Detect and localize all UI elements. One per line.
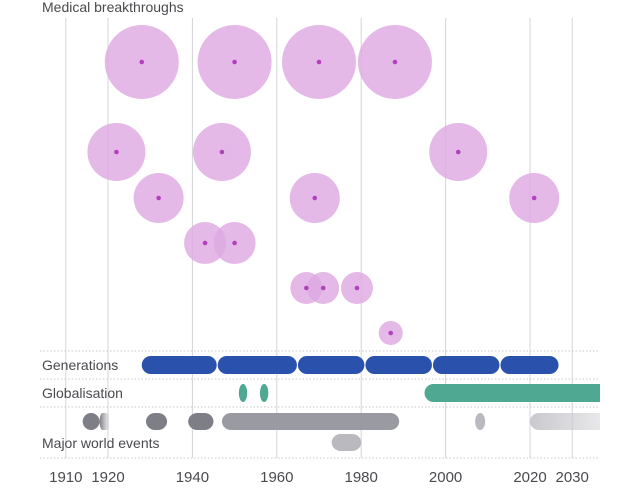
- generation-bar: [365, 356, 432, 374]
- medical-bubble-dot: [203, 241, 208, 246]
- section-label-globalisation: Globalisation: [42, 385, 123, 401]
- medical-bubble-dot: [114, 150, 119, 155]
- world-event-bar: [146, 413, 167, 430]
- world-event-bar: [222, 413, 399, 430]
- medical-bubble-dot: [532, 196, 537, 201]
- x-tick-label: 1960: [260, 469, 293, 483]
- x-tick-label: 1910: [49, 469, 82, 483]
- world-events-bars: [83, 413, 638, 451]
- medical-bubble-dot: [355, 286, 360, 291]
- medical-bubble-dot: [232, 241, 237, 246]
- section-label-generations: Generations: [42, 357, 118, 373]
- medical-bubble-dot: [456, 150, 461, 155]
- medical-bubble-dot: [393, 60, 398, 65]
- medical-bubble-dot: [220, 150, 225, 155]
- medical-bubbles: [87, 25, 559, 345]
- globalisation-bar: [425, 384, 638, 402]
- generation-bar: [142, 356, 217, 374]
- section-label-medical: Medical breakthroughs: [42, 0, 184, 15]
- medical-bubble-dot: [232, 60, 237, 65]
- x-tick-label: 1980: [345, 469, 378, 483]
- medical-bubble-dot: [312, 196, 317, 201]
- x-tick-label: 2020: [513, 469, 546, 483]
- globalisation-bar: [239, 384, 247, 402]
- generation-bar: [433, 356, 500, 374]
- medical-bubble-dot: [156, 196, 161, 201]
- world-event-bar: [475, 413, 485, 430]
- medical-bubble-dot: [139, 60, 144, 65]
- world-event-bar: [188, 413, 213, 430]
- generation-bar: [298, 356, 365, 374]
- medical-bubble-dot: [304, 286, 309, 291]
- x-tick-label: 2030: [556, 469, 589, 483]
- x-tick-label: 2000: [429, 469, 462, 483]
- generation-bar: [218, 356, 297, 374]
- world-event-bar: [530, 413, 638, 430]
- generation-bar: [500, 356, 558, 374]
- globalisation-bars: [239, 384, 638, 402]
- globalisation-bar: [260, 384, 268, 402]
- generations-bars: [142, 356, 559, 374]
- world-event-bar: [83, 413, 100, 430]
- x-tick-label: 1920: [91, 469, 124, 483]
- medical-bubble-dot: [317, 60, 322, 65]
- medical-bubble-dot: [321, 286, 326, 291]
- section-label-events: Major world events: [42, 435, 160, 451]
- medical-bubble-dot: [388, 331, 393, 336]
- world-event-bar: [100, 413, 110, 430]
- world-event-bar: [332, 434, 362, 451]
- x-tick-label: 1940: [176, 469, 209, 483]
- x-axis: 1910 1920 1940 1960 1980 2000 2020 2030: [49, 469, 589, 483]
